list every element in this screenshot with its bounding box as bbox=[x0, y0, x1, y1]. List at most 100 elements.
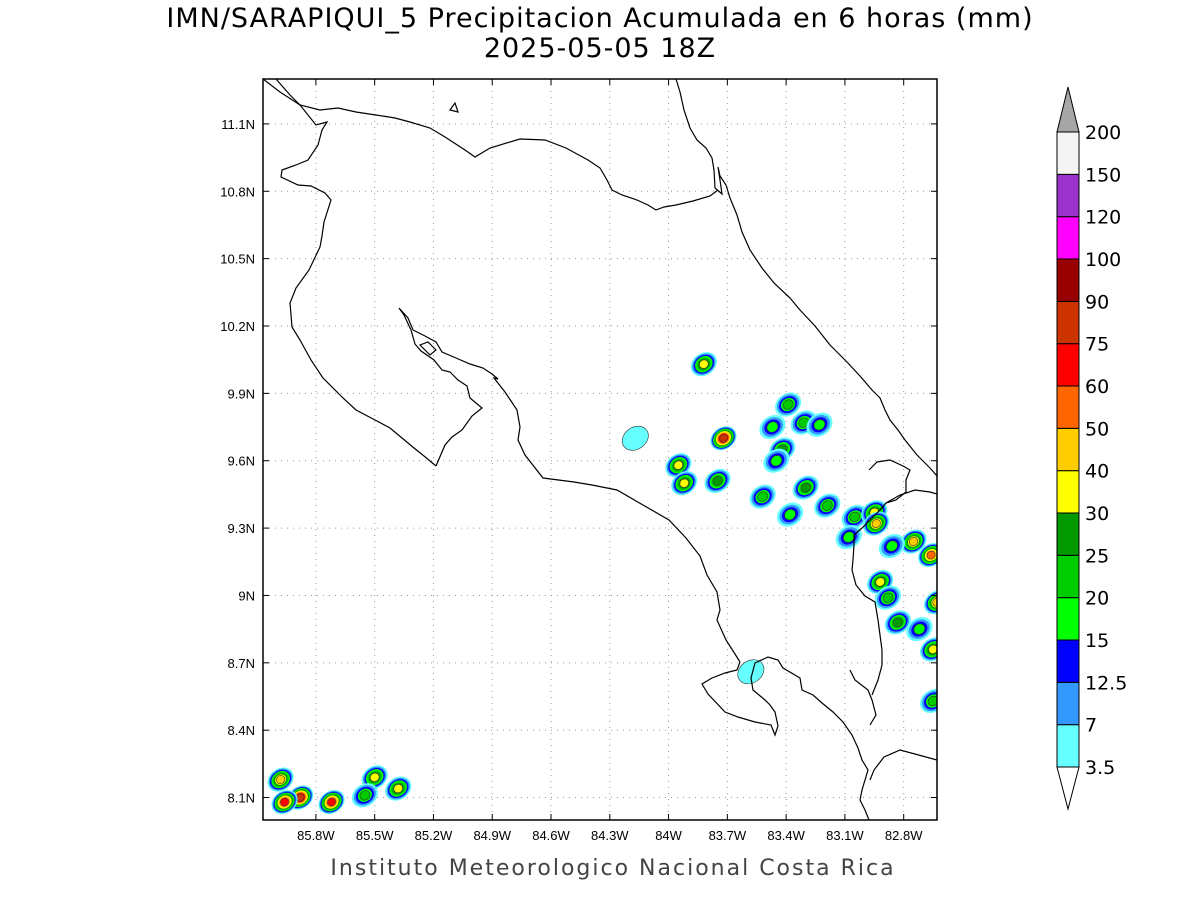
colorbar-level-label: 30 bbox=[1085, 503, 1109, 525]
lon-tick-label: 82.8W bbox=[885, 828, 923, 843]
precip-cell bbox=[361, 765, 388, 790]
lon-tick-label: 85.5W bbox=[356, 828, 394, 843]
colorbar-level-label: 3.5 bbox=[1085, 757, 1115, 779]
colorbar-swatch bbox=[1056, 639, 1080, 683]
lon-tick-label: 84.3W bbox=[591, 828, 629, 843]
precip-contour bbox=[770, 455, 783, 467]
colorbar-level-label: 60 bbox=[1085, 376, 1109, 398]
map-subtitle-date: 2025-05-05 18Z bbox=[483, 33, 717, 64]
precip-cell bbox=[271, 789, 298, 815]
precip-contour bbox=[737, 659, 765, 685]
lat-tick-label: 9.9N bbox=[228, 386, 255, 401]
precip-cell bbox=[775, 392, 802, 417]
precip-contour bbox=[875, 577, 885, 587]
precip-contour bbox=[843, 531, 855, 543]
precip-cell bbox=[874, 585, 902, 610]
precip-contour bbox=[280, 797, 289, 807]
lon-tick-label: 83.1W bbox=[826, 828, 864, 843]
precip-cell bbox=[704, 468, 731, 494]
colorbar-level-label: 15 bbox=[1085, 630, 1109, 652]
precip-contour bbox=[621, 425, 649, 451]
lat-tick-label: 8.4N bbox=[228, 723, 255, 738]
precip-contour bbox=[699, 359, 709, 369]
lat-tick-label: 9.3N bbox=[228, 521, 255, 536]
colorbar-swatch bbox=[1056, 300, 1080, 345]
precip-contour bbox=[821, 500, 833, 511]
lat-tick-label: 10.8N bbox=[220, 184, 255, 199]
precip-contour bbox=[766, 421, 779, 433]
panama-coast-east bbox=[885, 489, 937, 504]
lon-tick-label: 83.4W bbox=[767, 828, 805, 843]
precip-cell bbox=[906, 617, 933, 642]
colorbar-swatch bbox=[1056, 512, 1080, 556]
precip-cell bbox=[814, 493, 841, 518]
colorbar-level-label: 90 bbox=[1085, 291, 1109, 313]
colorbar-level-label: 75 bbox=[1085, 334, 1109, 356]
coastlines-and-borders bbox=[263, 79, 937, 820]
precip-cell bbox=[267, 767, 294, 792]
colorbar-level-label: 20 bbox=[1085, 588, 1109, 610]
colorbar-level-label: 50 bbox=[1085, 418, 1109, 440]
precip-cell bbox=[919, 688, 937, 714]
colorbar-level-label: 12.5 bbox=[1085, 672, 1127, 694]
precip-cell bbox=[621, 425, 649, 451]
map-axis-ticks: 85.8W 85.5W 85.2W 84.9W 84.6W 84.3W 84W 83.7W 83… bbox=[220, 79, 937, 843]
precip-cell bbox=[759, 414, 786, 440]
precip-contour bbox=[782, 399, 794, 410]
colorbar-swatch bbox=[1056, 343, 1080, 387]
precip-contour bbox=[926, 550, 936, 560]
precip-contour bbox=[712, 476, 723, 486]
lat-tick-label: 8.1N bbox=[228, 791, 255, 806]
colorbar-swatch bbox=[1056, 173, 1080, 218]
lon-tick-label: 85.2W bbox=[415, 828, 453, 843]
precip-contour bbox=[813, 419, 826, 431]
lon-tick-label: 85.8W bbox=[297, 828, 335, 843]
colorbar-swatch bbox=[1056, 724, 1080, 768]
precip-cell bbox=[665, 453, 692, 478]
colorbar-swatch bbox=[1056, 470, 1080, 514]
precip-cell bbox=[841, 504, 868, 529]
nicaragua-caribbean-coast bbox=[263, 79, 719, 211]
colorbar-level-label: 25 bbox=[1085, 545, 1109, 567]
precip-contour bbox=[784, 509, 796, 521]
precip-cell bbox=[884, 610, 911, 635]
nicaragua-south-coast bbox=[275, 79, 437, 467]
lat-tick-label: 8.7N bbox=[228, 656, 255, 671]
osa-peninsula-coast bbox=[701, 656, 870, 820]
caribbean-coast bbox=[675, 79, 937, 477]
lat-tick-label: 10.2N bbox=[220, 319, 255, 334]
lon-tick-label: 84W bbox=[655, 828, 682, 843]
precip-cell bbox=[690, 352, 717, 377]
lon-tick-label: 84.6W bbox=[532, 828, 570, 843]
precip-cell bbox=[919, 637, 937, 662]
colorbar-level-label: 120 bbox=[1085, 207, 1121, 229]
precip-cell bbox=[792, 475, 819, 500]
precip-cell bbox=[385, 776, 412, 801]
colorbar-under-arrow bbox=[1056, 766, 1080, 811]
colorbar-swatch bbox=[1056, 427, 1080, 472]
precip-contour bbox=[679, 478, 689, 488]
map-gridlines bbox=[263, 79, 937, 820]
precip-contour bbox=[913, 623, 926, 635]
lon-tick-label: 84.9W bbox=[473, 828, 511, 843]
lat-tick-label: 9N bbox=[238, 588, 255, 603]
precip-contour bbox=[369, 772, 380, 782]
burica-coast bbox=[869, 749, 937, 781]
precip-contour bbox=[719, 434, 728, 443]
colorbar-over-arrow bbox=[1056, 86, 1080, 133]
colorbar-swatch bbox=[1056, 258, 1080, 302]
precip-contour bbox=[673, 460, 684, 470]
precip-cell bbox=[806, 412, 833, 437]
precip-cell bbox=[318, 789, 345, 815]
precip-cell bbox=[763, 448, 790, 473]
lat-tick-label: 11.1N bbox=[221, 117, 255, 132]
precip-cell bbox=[749, 484, 776, 509]
precip-cell bbox=[351, 783, 378, 808]
precip-cell bbox=[737, 659, 765, 685]
colorbar-level-label: 40 bbox=[1085, 461, 1109, 483]
precip-cell bbox=[776, 502, 804, 527]
precip-contour bbox=[849, 511, 861, 522]
colorbar-swatch bbox=[1056, 681, 1080, 726]
precip-contour bbox=[276, 775, 286, 785]
